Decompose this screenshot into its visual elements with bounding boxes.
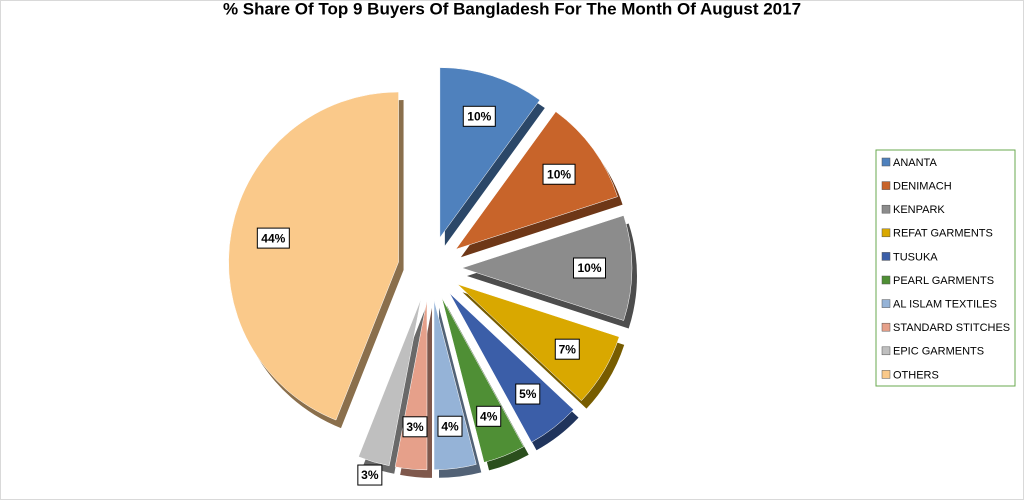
data-label: 4% — [480, 409, 498, 423]
legend-swatch — [881, 322, 891, 332]
data-label-box — [437, 415, 463, 437]
data-label-box — [515, 383, 541, 405]
slice — [358, 298, 422, 467]
slice — [441, 297, 525, 463]
data-label: 3% — [361, 468, 379, 482]
legend-label: EPIC GARMENTS — [893, 346, 984, 358]
legend-swatch — [881, 275, 891, 285]
data-label-box — [554, 338, 580, 360]
slice — [461, 215, 633, 321]
legend: ANANTA DENIMACH KENPARK REFAT GARMENTS TUSUK… — [881, 157, 1010, 381]
data-label-box — [476, 405, 502, 427]
data-label: 10% — [547, 167, 571, 181]
legend-swatch — [881, 204, 891, 214]
legend-label: AL ISLAM TEXTILES — [893, 299, 997, 311]
slice — [457, 284, 620, 402]
legend-label: STANDARD STITCHES — [893, 322, 1010, 334]
pie: 10% 10% 10% 7% 5% 4% 4% 3% 3% 44% — [228, 67, 637, 486]
data-label: 7% — [559, 342, 577, 356]
data-label-box — [402, 416, 428, 438]
data-label-box — [573, 257, 606, 279]
legend-swatch — [881, 370, 891, 379]
slice — [228, 91, 399, 421]
data-label: 44% — [261, 231, 285, 245]
data-label-box — [542, 163, 576, 185]
data-label: 10% — [467, 109, 491, 123]
legend-swatch — [881, 181, 891, 190]
data-label: 3% — [406, 420, 424, 434]
data-label-box — [256, 227, 290, 249]
legend-label: KENPARK — [893, 204, 945, 216]
data-label-box — [357, 464, 383, 486]
slice — [455, 111, 618, 250]
legend-swatch — [881, 252, 891, 261]
slice — [449, 293, 574, 443]
legend-label: REFAT GARMENTS — [893, 228, 993, 240]
data-label: 10% — [577, 261, 601, 275]
legend-swatch — [881, 299, 891, 308]
legend-swatch — [881, 228, 891, 238]
legend-box — [875, 149, 1016, 387]
data-label: 4% — [441, 419, 459, 433]
data-label: 5% — [519, 387, 537, 401]
chart-title: % Share Of Top 9 Buyers Of Bangladesh Fo… — [223, 0, 801, 18]
legend-label: OTHERS — [893, 369, 939, 381]
legend-label: DENIMACH — [893, 181, 952, 193]
legend-swatch — [881, 346, 891, 356]
legend-label: ANANTA — [893, 157, 937, 169]
data-label-box — [462, 105, 496, 127]
legend-label: PEARL GARMENTS — [893, 275, 994, 287]
legend-swatch — [881, 157, 891, 167]
legend-label: TUSUKA — [893, 251, 938, 263]
